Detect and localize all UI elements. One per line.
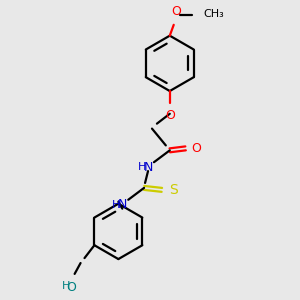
Text: N: N (144, 160, 153, 174)
Text: O: O (165, 109, 175, 122)
Text: H: H (138, 162, 146, 172)
Text: H: H (112, 200, 120, 210)
Text: CH₃: CH₃ (203, 9, 224, 19)
Text: O: O (191, 142, 201, 155)
Text: O: O (171, 5, 181, 18)
Text: N: N (118, 198, 127, 211)
Text: S: S (169, 183, 178, 197)
Text: H: H (62, 281, 71, 291)
Text: O: O (67, 281, 76, 294)
